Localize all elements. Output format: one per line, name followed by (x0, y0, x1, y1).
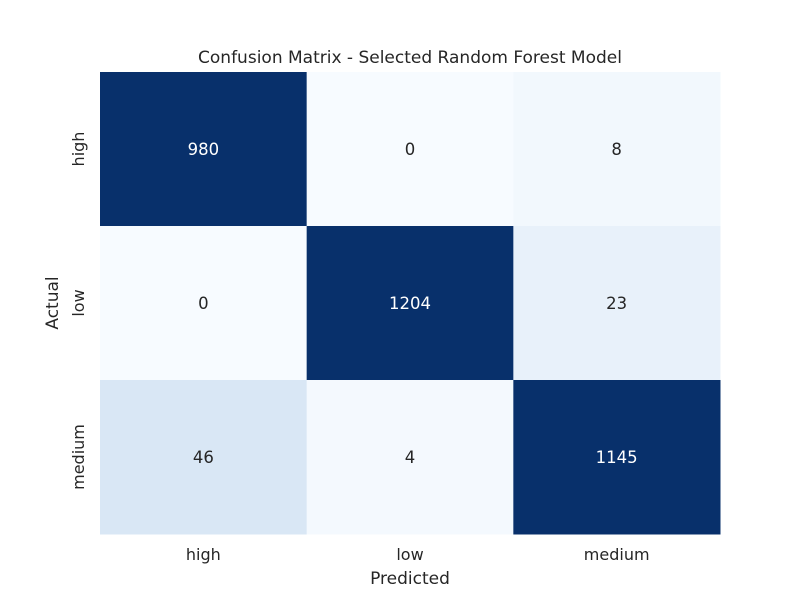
cell-value-label: 46 (193, 448, 214, 467)
x-axis-ticks: high low medium (186, 545, 650, 564)
cell-value-label: 0 (198, 294, 209, 313)
cell-value-label: 23 (606, 294, 627, 313)
y-tick-label: medium (69, 424, 88, 490)
heatmap-cell (306, 380, 514, 535)
x-tick-label: medium (584, 545, 650, 564)
heatmap-cell (513, 72, 721, 227)
cell-value-label: 8 (611, 140, 622, 159)
y-axis-label: Actual (43, 276, 63, 329)
heatmap-cell (513, 380, 721, 535)
cell-value-label: 0 (405, 140, 416, 159)
cell-value-label: 1145 (596, 448, 638, 467)
y-axis-ticks: high low medium (69, 132, 88, 490)
heatmap-cell (513, 226, 721, 381)
y-tick-label: high (69, 132, 88, 167)
heatmap-cell (100, 380, 308, 535)
x-tick-label: high (186, 545, 221, 564)
y-tick-label: low (69, 289, 88, 316)
heatmap-cell (306, 226, 514, 381)
cell-value-label: 1204 (389, 294, 431, 313)
cell-value-label: 980 (188, 140, 220, 159)
heatmap-cell (100, 72, 308, 227)
heatmap-cells (100, 72, 721, 535)
heatmap-cell (306, 72, 514, 227)
heatmap-cell-labels: 980 0 8 0 1204 23 46 4 1145 (188, 140, 638, 467)
chart-title: Confusion Matrix - Selected Random Fores… (198, 48, 622, 68)
x-axis-label: Predicted (370, 569, 450, 589)
heatmap-cell (100, 226, 308, 381)
x-tick-label: low (396, 545, 423, 564)
cell-value-label: 4 (405, 448, 416, 467)
